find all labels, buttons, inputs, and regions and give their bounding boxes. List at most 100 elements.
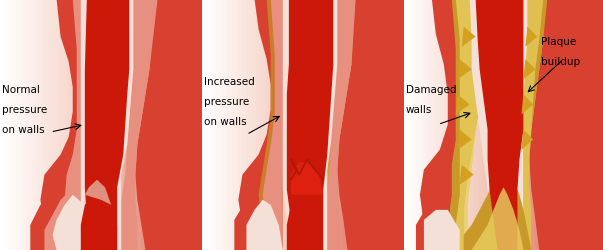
Polygon shape (259, 0, 303, 250)
Polygon shape (523, 0, 543, 250)
Bar (178, 0, 181, 250)
Polygon shape (424, 210, 459, 250)
Bar (157, 0, 160, 250)
Bar (344, 0, 347, 250)
Bar (446, 0, 449, 250)
Bar (22, 0, 26, 250)
Bar (397, 0, 400, 250)
Bar (175, 0, 178, 250)
Bar (387, 0, 391, 250)
Bar (55, 0, 59, 250)
Bar (541, 0, 545, 250)
Bar (135, 0, 138, 250)
Bar (283, 0, 286, 250)
Text: Plaque: Plaque (541, 37, 576, 47)
Bar (223, 0, 226, 250)
Polygon shape (30, 188, 87, 250)
Bar (296, 0, 300, 250)
Polygon shape (247, 200, 283, 250)
Polygon shape (416, 195, 464, 250)
Bar (413, 0, 416, 250)
Polygon shape (85, 0, 129, 250)
Bar (340, 0, 344, 250)
Polygon shape (81, 195, 117, 250)
Bar (33, 0, 37, 250)
Bar (596, 0, 599, 250)
Bar (467, 0, 470, 250)
Bar (552, 0, 555, 250)
Text: buildup: buildup (541, 57, 581, 67)
Bar (187, 0, 190, 250)
Bar (215, 0, 219, 250)
Bar (212, 0, 215, 250)
Bar (443, 0, 446, 250)
Bar (482, 0, 485, 250)
Bar (85, 0, 89, 250)
Bar (464, 0, 467, 250)
Bar (574, 0, 578, 250)
Bar (404, 0, 407, 250)
Bar (422, 0, 425, 250)
Polygon shape (45, 190, 87, 250)
Bar (473, 0, 476, 250)
Bar (190, 0, 193, 250)
Text: walls: walls (406, 104, 432, 115)
Bar (330, 0, 333, 250)
Bar (449, 0, 452, 250)
Polygon shape (522, 130, 534, 150)
Bar (11, 0, 15, 250)
Polygon shape (52, 195, 89, 250)
Bar (266, 0, 270, 250)
Bar (377, 0, 380, 250)
Bar (126, 0, 129, 250)
Bar (437, 0, 440, 250)
Bar (104, 0, 107, 250)
Bar (410, 0, 413, 250)
Bar (592, 0, 596, 250)
Bar (419, 0, 422, 250)
Bar (199, 0, 202, 250)
Bar (434, 0, 437, 250)
Bar (494, 0, 497, 250)
Bar (276, 0, 279, 250)
Polygon shape (287, 195, 323, 250)
Bar (59, 0, 63, 250)
Bar (52, 0, 55, 250)
Bar (111, 0, 114, 250)
Bar (246, 0, 249, 250)
Polygon shape (458, 60, 472, 80)
Bar (589, 0, 592, 250)
Text: on walls: on walls (2, 124, 45, 134)
Bar (310, 0, 313, 250)
Bar (458, 0, 461, 250)
Bar (239, 0, 242, 250)
Polygon shape (40, 0, 105, 250)
Bar (585, 0, 589, 250)
Bar (71, 0, 74, 250)
Bar (253, 0, 256, 250)
Bar (219, 0, 223, 250)
Bar (416, 0, 419, 250)
Bar (202, 0, 206, 250)
Bar (184, 0, 187, 250)
Bar (479, 0, 482, 250)
Bar (461, 0, 464, 250)
Bar (273, 0, 276, 250)
Bar (229, 0, 232, 250)
Bar (100, 0, 104, 250)
Polygon shape (522, 95, 534, 115)
Polygon shape (263, 0, 303, 250)
Bar (347, 0, 350, 250)
Bar (313, 0, 317, 250)
Polygon shape (458, 130, 472, 150)
Polygon shape (135, 0, 202, 250)
Bar (15, 0, 19, 250)
Bar (534, 0, 537, 250)
Bar (236, 0, 239, 250)
Bar (286, 0, 289, 250)
Bar (364, 0, 367, 250)
Bar (132, 0, 135, 250)
Bar (323, 0, 327, 250)
Bar (242, 0, 246, 250)
Bar (93, 0, 96, 250)
